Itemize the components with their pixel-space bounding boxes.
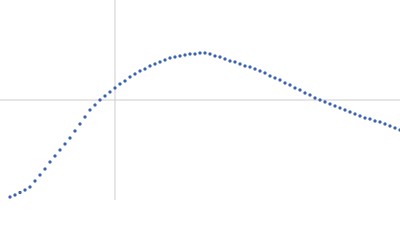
data-point — [258, 69, 262, 73]
data-point — [293, 86, 297, 90]
data-point — [78, 122, 82, 126]
data-point — [38, 173, 42, 177]
data-point — [363, 116, 367, 120]
data-point — [183, 53, 187, 57]
data-point — [23, 188, 27, 192]
data-point — [328, 102, 332, 106]
data-point — [58, 148, 62, 152]
data-point — [83, 115, 87, 119]
data-point — [28, 185, 32, 189]
page: {"chart_data": {"type": "scatter", "xlim… — [0, 0, 400, 200]
data-point — [308, 93, 312, 97]
data-point — [333, 104, 337, 108]
data-point — [253, 67, 257, 71]
data-point — [178, 54, 182, 58]
data-point — [128, 75, 132, 79]
data-point — [278, 78, 282, 82]
data-point — [88, 108, 92, 112]
data-point — [373, 119, 377, 123]
data-point — [298, 88, 302, 92]
data-point — [8, 195, 12, 199]
data-point — [303, 91, 307, 95]
data-point — [268, 74, 272, 78]
data-point — [313, 96, 317, 100]
data-point — [343, 108, 347, 112]
data-point — [383, 122, 387, 126]
data-point — [108, 90, 112, 94]
data-point — [283, 81, 287, 85]
data-point — [288, 83, 292, 87]
data-point — [98, 98, 102, 102]
data-point — [123, 79, 127, 83]
data-point — [238, 62, 242, 66]
data-point — [143, 67, 147, 71]
data-point — [198, 51, 202, 55]
data-point — [388, 124, 392, 128]
data-point — [188, 52, 192, 56]
data-point — [33, 179, 37, 183]
data-point — [248, 65, 252, 69]
data-point — [53, 154, 57, 158]
data-point — [323, 100, 327, 104]
data-point — [18, 190, 22, 195]
data-point — [193, 52, 197, 56]
data-point — [353, 112, 357, 116]
data-point — [73, 129, 77, 133]
data-point — [273, 76, 277, 80]
data-point — [233, 60, 237, 64]
data-point — [103, 94, 107, 98]
data-point — [348, 110, 352, 114]
data-point — [263, 71, 267, 75]
data-point — [68, 136, 72, 140]
data-point — [223, 57, 227, 61]
data-point — [208, 52, 212, 56]
data-point — [93, 103, 97, 107]
data-point — [368, 117, 372, 121]
data-point — [173, 55, 177, 59]
data-point — [113, 86, 117, 90]
data-point — [163, 58, 167, 62]
data-point — [228, 59, 232, 63]
data-point — [48, 160, 52, 164]
data-point — [243, 64, 247, 68]
data-point — [133, 72, 137, 76]
data-point — [338, 106, 342, 110]
data-point — [358, 114, 362, 118]
data-point — [218, 55, 222, 59]
data-point — [13, 193, 17, 197]
chart — [0, 0, 400, 200]
data-point — [318, 98, 322, 102]
data-point — [118, 82, 122, 86]
data-point — [63, 142, 67, 146]
data-point — [378, 120, 382, 124]
data-point — [148, 64, 152, 68]
data-point — [138, 69, 142, 73]
data-point — [213, 54, 217, 58]
data-point — [168, 56, 172, 60]
data-point — [158, 60, 162, 64]
data-point — [43, 167, 47, 171]
data-point — [153, 62, 157, 66]
data-point — [393, 126, 397, 130]
data-point — [203, 51, 207, 55]
